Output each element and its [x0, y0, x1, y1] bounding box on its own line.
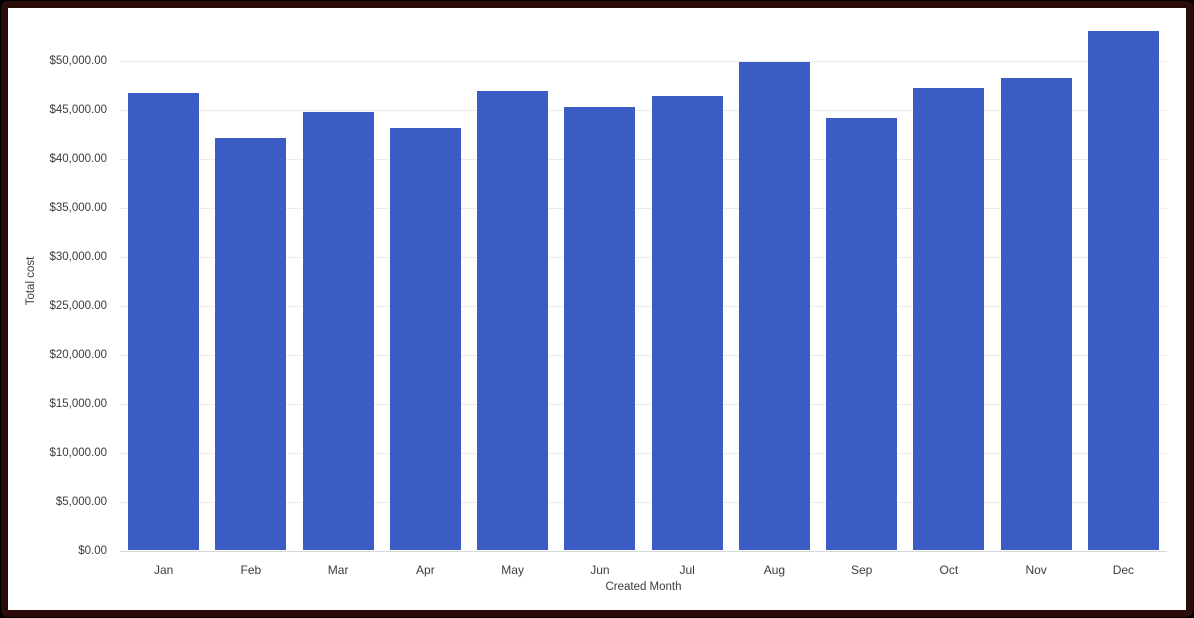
y-tick-30000: $30,000.00 [49, 251, 107, 263]
bar-aug[interactable] [738, 62, 810, 550]
gridline-45000 [120, 110, 1167, 111]
bar-oct[interactable] [913, 88, 985, 550]
y-axis-title: Total cost [25, 256, 37, 306]
gridline-40000 [120, 159, 1167, 160]
y-tick-40000: $40,000.00 [49, 153, 107, 165]
bar-jun[interactable] [564, 106, 636, 550]
bar-jan[interactable] [128, 93, 200, 550]
x-tick-feb: Feb [240, 563, 262, 577]
bar-jul[interactable] [651, 96, 723, 550]
y-tick-45000: $45,000.00 [49, 104, 107, 116]
bar-may[interactable] [477, 90, 549, 550]
y-tick-5000: $5,000.00 [55, 496, 107, 508]
x-tick-jul: Jul [679, 563, 695, 577]
bar-chart: Total cost Created Month $0.00 $5,000.00 $… [8, 8, 1186, 610]
gridline-35000 [120, 208, 1167, 209]
gridline-30000 [120, 257, 1167, 258]
x-tick-nov: Nov [1025, 563, 1047, 577]
x-axis-title: Created Month [605, 581, 682, 593]
gridline-25000 [120, 306, 1167, 307]
x-tick-aug: Aug [763, 563, 786, 577]
bar-feb[interactable] [215, 138, 287, 550]
gridline-5000 [120, 502, 1167, 503]
gridline-0 [120, 551, 1167, 552]
y-tick-35000: $35,000.00 [49, 202, 107, 214]
bar-sep[interactable] [826, 118, 898, 550]
x-tick-mar: Mar [327, 563, 349, 577]
bar-mar[interactable] [302, 111, 374, 550]
gridline-10000 [120, 453, 1167, 454]
gridline-50000 [120, 61, 1167, 62]
y-tick-15000: $15,000.00 [49, 398, 107, 410]
x-tick-may: May [501, 563, 524, 577]
y-tick-20000: $20,000.00 [49, 349, 107, 361]
bar-apr[interactable] [389, 128, 461, 550]
x-tick-jun: Jun [590, 563, 610, 577]
bar-dec[interactable] [1087, 30, 1159, 550]
y-tick-0: $0.00 [78, 545, 107, 557]
x-tick-dec: Dec [1112, 563, 1135, 577]
y-tick-50000: $50,000.00 [49, 55, 107, 67]
bar-nov[interactable] [1000, 78, 1072, 550]
y-tick-25000: $25,000.00 [49, 300, 107, 312]
x-tick-apr: Apr [416, 563, 435, 577]
x-tick-oct: Oct [939, 563, 959, 577]
gridline-15000 [120, 404, 1167, 405]
x-tick-jan: Jan [153, 563, 174, 577]
gridline-20000 [120, 355, 1167, 356]
y-tick-10000: $10,000.00 [49, 447, 107, 459]
x-tick-sep: Sep [850, 563, 873, 577]
plot-area [120, 12, 1167, 552]
